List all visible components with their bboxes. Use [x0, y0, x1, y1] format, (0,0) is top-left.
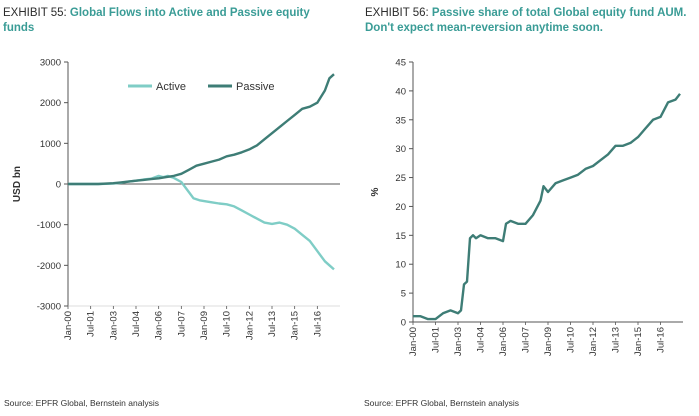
x-tick-label: Jul-04 [476, 327, 487, 353]
x-tick-label: Jan-03 [453, 327, 464, 356]
series-line-passive [68, 73, 335, 186]
x-tick-label: Jul-07 [176, 311, 187, 337]
y-tick-label: 35 [395, 115, 406, 126]
x-tick-label: Jan-09 [543, 327, 554, 356]
x-tick-label: Jan-15 [290, 311, 301, 340]
x-tick-label: Jul-07 [521, 327, 532, 353]
legend-label-active: Active [156, 81, 186, 93]
x-tick-label: Jul-10 [566, 327, 577, 353]
exhibit-55-source: Source: EPFR Global, Bernstein analysis [4, 398, 159, 408]
x-tick-label: Jul-01 [86, 311, 97, 337]
x-tick-label: Jul-10 [222, 311, 233, 337]
x-tick-label: Jan-12 [588, 327, 599, 356]
x-tick-label: Jan-06 [154, 311, 165, 340]
x-tick-label: Jul-13 [611, 327, 622, 353]
exhibit-56-number: EXHIBIT 56: [365, 7, 429, 19]
y-tick-label: 10 [395, 260, 406, 271]
y-tick-label: 0 [401, 318, 406, 329]
chart-2: 0 5 10 15 20 25 30 35 40 45 Jan-00 Jul-01 Jan-03 Jul-… [370, 58, 683, 356]
x-tick-label: Jan-12 [244, 311, 255, 340]
y-tick-label: -2000 [37, 261, 61, 272]
y-tick-label: 40 [395, 86, 406, 97]
x-tick-label: Jan-09 [199, 311, 210, 340]
y-tick-label: 15 [395, 231, 406, 242]
series-line-active [68, 174, 335, 271]
x-tick-label: Jan-06 [498, 327, 509, 356]
y-tick-label: 25 [395, 173, 406, 184]
x-tick-label: Jan-00 [408, 327, 419, 356]
legend-label-passive: Passive [236, 81, 275, 93]
y-tick-label: 45 [395, 58, 406, 69]
y-axis-label: % [370, 187, 381, 196]
y-tick-label: 1000 [40, 139, 61, 150]
x-tick-label: Jul-01 [431, 327, 442, 353]
exhibit-55-number: EXHIBIT 55: [3, 7, 67, 19]
y-tick-label: 2000 [40, 98, 61, 109]
y-tick-label: 20 [395, 202, 406, 213]
x-tick-label: Jul-16 [312, 311, 323, 337]
y-tick-label: 30 [395, 144, 406, 155]
x-tick-label: Jan-00 [63, 311, 74, 340]
series-line-passive-share [413, 93, 681, 321]
x-tick-label: Jan-03 [108, 311, 119, 340]
exhibit-55-title: EXHIBIT 55: Global Flows into Active and… [3, 6, 338, 36]
y-tick-label: -3000 [37, 302, 61, 313]
y-axis-label: USD bn [12, 166, 23, 202]
y-tick-label: 5 [401, 289, 406, 300]
exhibit-56-title: EXHIBIT 56: Passive share of total Globa… [365, 6, 699, 36]
y-tick-label: 0 [56, 180, 61, 191]
x-tick-label: Jan-15 [633, 327, 644, 356]
x-tick-label: Jul-04 [131, 311, 142, 337]
exhibit-56-source: Source: EPFR Global, Bernstein analysis [364, 398, 519, 408]
y-tick-label: 3000 [40, 58, 61, 69]
x-tick-label: Jul-16 [656, 327, 667, 353]
exhibit-55-heading: Global Flows into Active and Passive equ… [3, 7, 310, 34]
y-tick-label: -1000 [37, 220, 61, 231]
exhibit-56-heading: Passive share of total Global equity fun… [365, 7, 687, 34]
legend: Active Passive [128, 81, 275, 93]
x-tick-label: Jul-13 [267, 311, 278, 337]
